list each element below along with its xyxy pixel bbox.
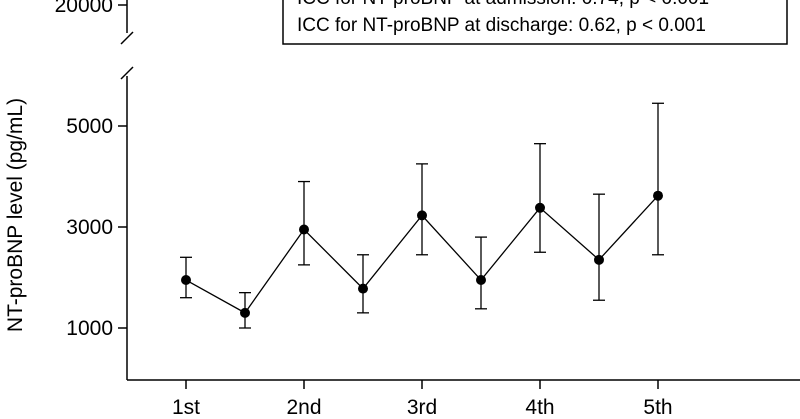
data-point-6	[535, 202, 545, 213]
x-tick-label-1st: 1st	[172, 396, 200, 419]
y-tick-label-3000: 3000	[66, 216, 113, 239]
y-axis-label: NT-proBNP level (pg/mL)	[4, 98, 27, 332]
lower-y-axis: 1000 3000 5000	[66, 76, 128, 380]
x-tick-label-3rd: 3rd	[407, 396, 437, 419]
y-tick-label-20000: 20000	[55, 0, 113, 17]
data-point-0	[181, 275, 191, 286]
data-point-5	[476, 275, 486, 286]
data-markers	[181, 190, 663, 318]
break-mark-top	[120, 31, 134, 45]
data-point-1	[240, 307, 250, 318]
x-tick-label-4th: 4th	[525, 396, 554, 419]
data-point-2	[299, 224, 309, 235]
x-tick-label-5th: 5th	[643, 396, 672, 419]
data-point-8	[653, 190, 663, 201]
y-tick-label-1000: 1000	[66, 317, 113, 340]
upper-y-axis: 20000	[55, 0, 128, 33]
annotation-admission: ICC for NT-proBNP at admission: 0.74, p …	[297, 0, 709, 9]
data-point-7	[594, 254, 604, 265]
annotation-discharge: ICC for NT-proBNP at discharge: 0.62, p …	[297, 15, 706, 36]
axis-break-marks	[120, 31, 134, 80]
data-point-3	[358, 283, 368, 294]
annotation-box: ICC for NT-proBNP at admission: 0.74, p …	[282, 0, 788, 45]
x-tick-label-2nd: 2nd	[286, 396, 321, 419]
y-tick-label-5000: 5000	[66, 115, 113, 138]
break-mark-bottom	[120, 66, 134, 80]
data-point-4	[417, 210, 427, 221]
x-axis: 1st 2nd 3rd 4th 5th	[127, 379, 800, 419]
